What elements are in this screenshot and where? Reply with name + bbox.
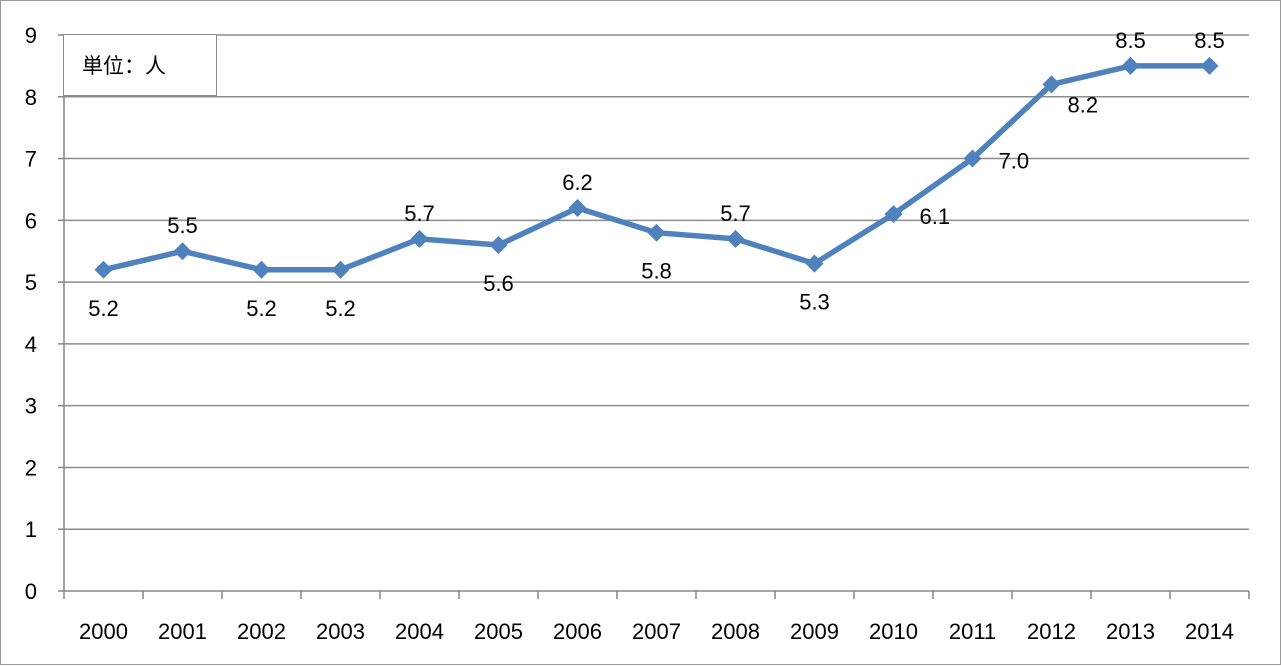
x-tick-label: 2003 (316, 619, 365, 644)
x-tick-label: 2000 (79, 619, 128, 644)
data-point-marker (489, 236, 508, 255)
y-tick-label: 7 (25, 147, 37, 172)
x-tick-label: 2001 (158, 619, 207, 644)
data-point-marker (726, 229, 745, 248)
data-label: 5.7 (720, 201, 751, 226)
data-label: 7.0 (999, 149, 1030, 174)
x-tick-label: 2006 (553, 619, 602, 644)
data-labels: 5.2 5.5 5.2 5.2 5.7 5.6 6.2 5.8 5.7 5.3 6.1 7.0 8.2 8… (88, 28, 1225, 321)
axes (58, 34, 1250, 599)
y-tick-label: 6 (25, 208, 37, 233)
data-label: 5.6 (483, 271, 514, 296)
data-point-marker (884, 205, 903, 224)
y-tick-labels: 0 1 2 3 4 5 6 7 8 9 (25, 23, 37, 604)
data-point-marker (568, 198, 587, 217)
data-point-marker (173, 242, 192, 261)
unit-label-box: 単位：人 (63, 34, 217, 96)
x-tick-label: 2010 (869, 619, 918, 644)
data-label: 5.5 (167, 213, 198, 238)
data-label: 5.7 (404, 201, 435, 226)
y-tick-label: 8 (25, 85, 37, 110)
x-tick-label: 2007 (632, 619, 681, 644)
data-point-marker (1042, 75, 1061, 94)
data-point-marker (410, 229, 429, 248)
y-tick-label: 2 (25, 455, 37, 480)
x-tick-label: 2004 (395, 619, 444, 644)
x-tick-labels: 2000 2001 2002 2003 2004 2005 2006 2007 2008 2009… (79, 619, 1234, 644)
x-tick-label: 2005 (474, 619, 523, 644)
data-point-marker (331, 260, 350, 279)
y-tick-label: 1 (25, 517, 37, 542)
data-label: 5.3 (799, 290, 830, 315)
data-point-marker (805, 254, 824, 273)
data-label: 8.5 (1115, 28, 1146, 53)
data-label: 6.1 (920, 204, 951, 229)
data-point-marker (963, 149, 982, 168)
x-tick-label: 2012 (1027, 619, 1076, 644)
data-markers (94, 56, 1219, 279)
data-label: 6.2 (562, 170, 593, 195)
x-tick-label: 2013 (1106, 619, 1155, 644)
data-point-marker (647, 223, 666, 242)
data-label: 8.5 (1194, 28, 1225, 53)
data-label: 5.2 (325, 296, 356, 321)
x-tick-label: 2011 (949, 619, 996, 644)
y-tick-label: 4 (25, 332, 37, 357)
y-tick-label: 9 (25, 23, 37, 48)
y-tick-label: 0 (25, 579, 37, 604)
data-label: 5.2 (246, 296, 277, 321)
data-label: 8.2 (1068, 92, 1099, 117)
data-point-marker (1121, 56, 1140, 75)
data-point-marker (94, 260, 113, 279)
data-label: 5.8 (641, 259, 672, 284)
data-point-marker (252, 260, 271, 279)
x-tick-label: 2009 (790, 619, 839, 644)
x-tick-label: 2002 (237, 619, 286, 644)
x-tick-label: 2014 (1185, 619, 1234, 644)
x-tick-label: 2008 (711, 619, 760, 644)
gridlines (64, 34, 1249, 530)
data-label: 5.2 (88, 296, 119, 321)
y-tick-label: 3 (25, 394, 37, 419)
unit-label: 単位：人 (82, 54, 166, 78)
y-tick-label: 5 (25, 270, 37, 295)
data-point-marker (1200, 56, 1219, 75)
